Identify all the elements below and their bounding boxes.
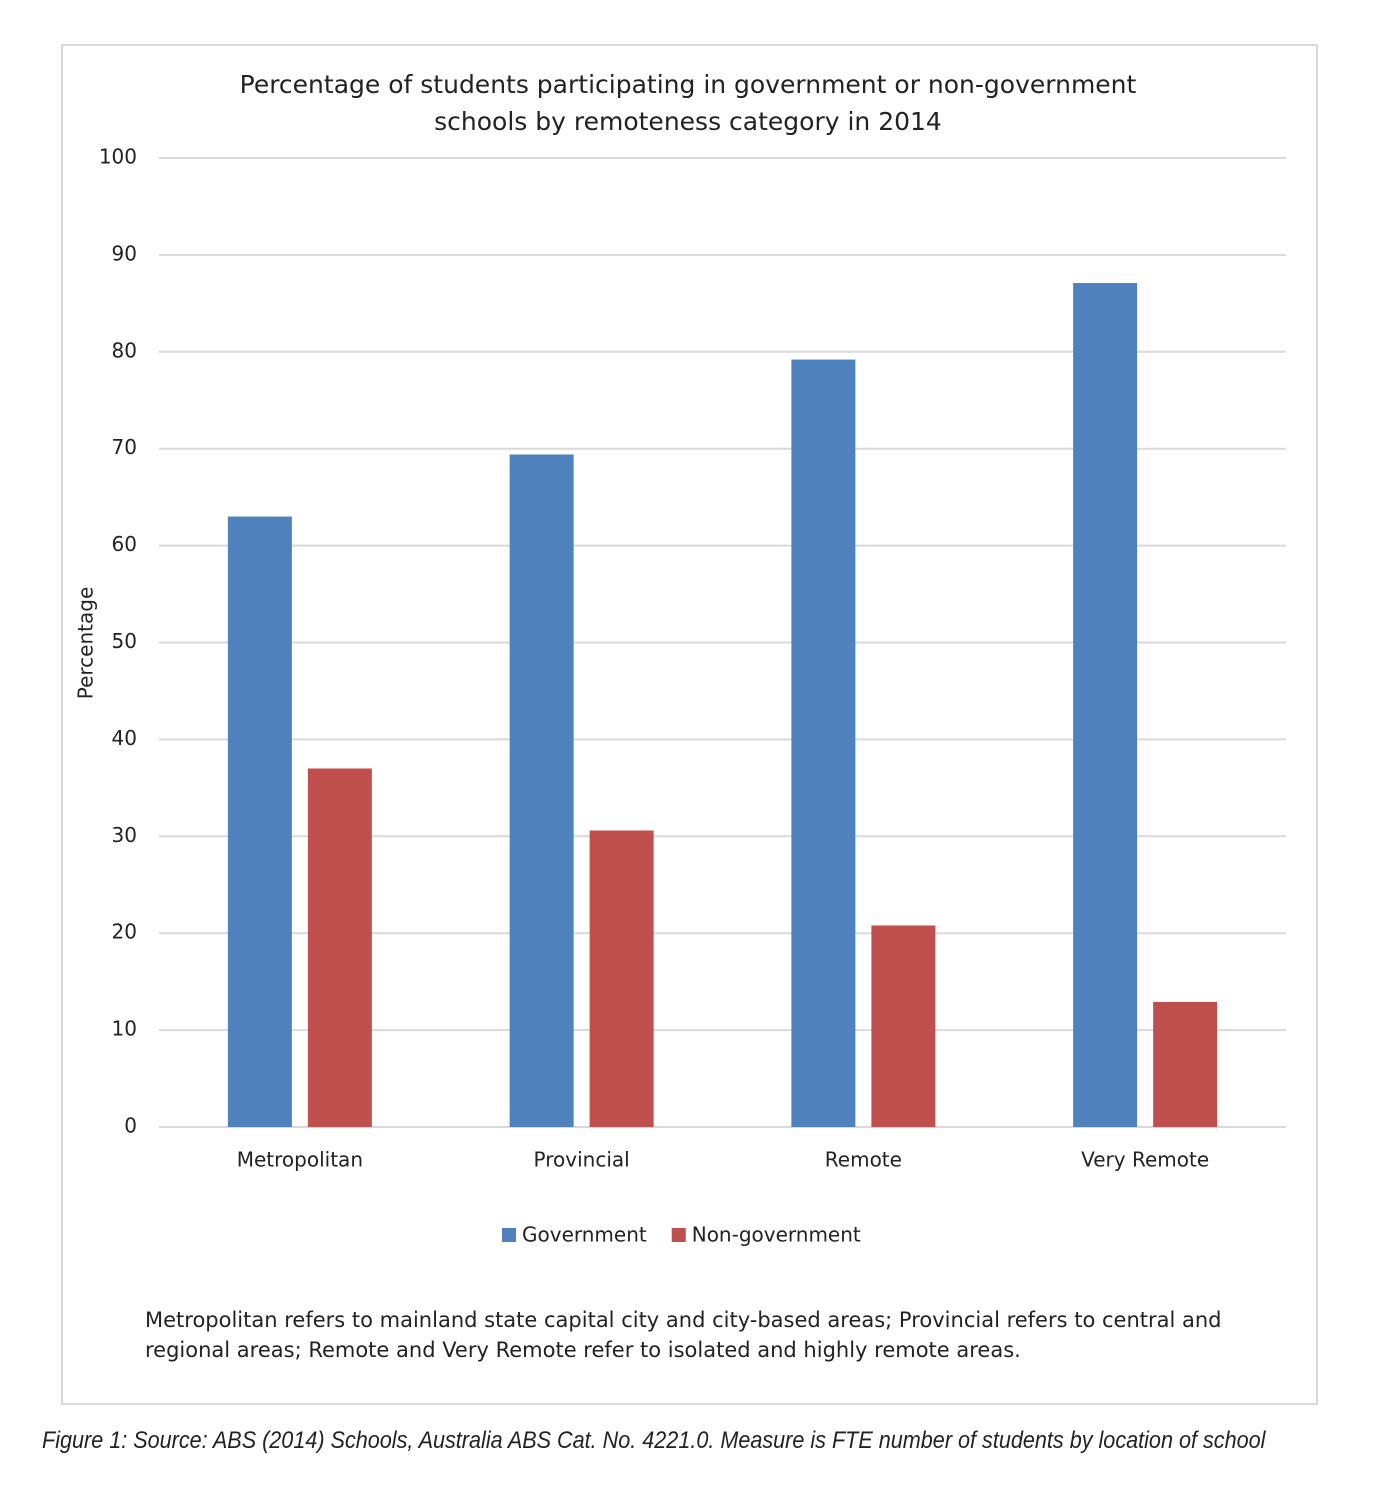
chart-title: Percentage of students participating in …	[239, 70, 1137, 136]
note: Metropolitan refers to mainland state ca…	[145, 1308, 1222, 1362]
y-tick-label: 50	[112, 629, 137, 653]
legend-swatch	[671, 1228, 686, 1242]
y-tick-label: 10	[112, 1017, 137, 1041]
bar	[227, 516, 292, 1127]
y-tick-label: 80	[112, 338, 137, 362]
y-tick-label: 100	[99, 145, 137, 169]
y-tick-label: 0	[124, 1114, 137, 1138]
bar	[871, 925, 936, 1127]
bar	[1073, 283, 1138, 1128]
y-tick-label: 20	[112, 920, 137, 944]
legend-swatch	[502, 1228, 516, 1242]
x-tick-label: Remote	[825, 1148, 902, 1172]
y-tick-label: 40	[112, 726, 137, 750]
x-tick-label: Very Remote	[1081, 1148, 1209, 1172]
bar	[1153, 1001, 1218, 1127]
legend-label: Non-government	[692, 1223, 861, 1247]
chart-frame	[61, 44, 1318, 1405]
x-tick-label: Provincial	[534, 1148, 630, 1172]
y-tick-label: 30	[112, 823, 137, 847]
legend-label: Government	[522, 1223, 647, 1247]
bar	[509, 454, 574, 1127]
bar	[307, 768, 372, 1127]
y-tick-label: 90	[112, 241, 137, 265]
caption: Figure 1: Source: ABS (2014) Schools, Au…	[42, 1427, 1266, 1454]
bar	[589, 830, 654, 1127]
y-tick-label: 70	[112, 435, 137, 459]
bar	[791, 359, 856, 1127]
y-axis-label: Percentage	[74, 587, 98, 700]
x-tick-label: Metropolitan	[237, 1148, 363, 1172]
y-tick-label: 60	[112, 532, 137, 556]
